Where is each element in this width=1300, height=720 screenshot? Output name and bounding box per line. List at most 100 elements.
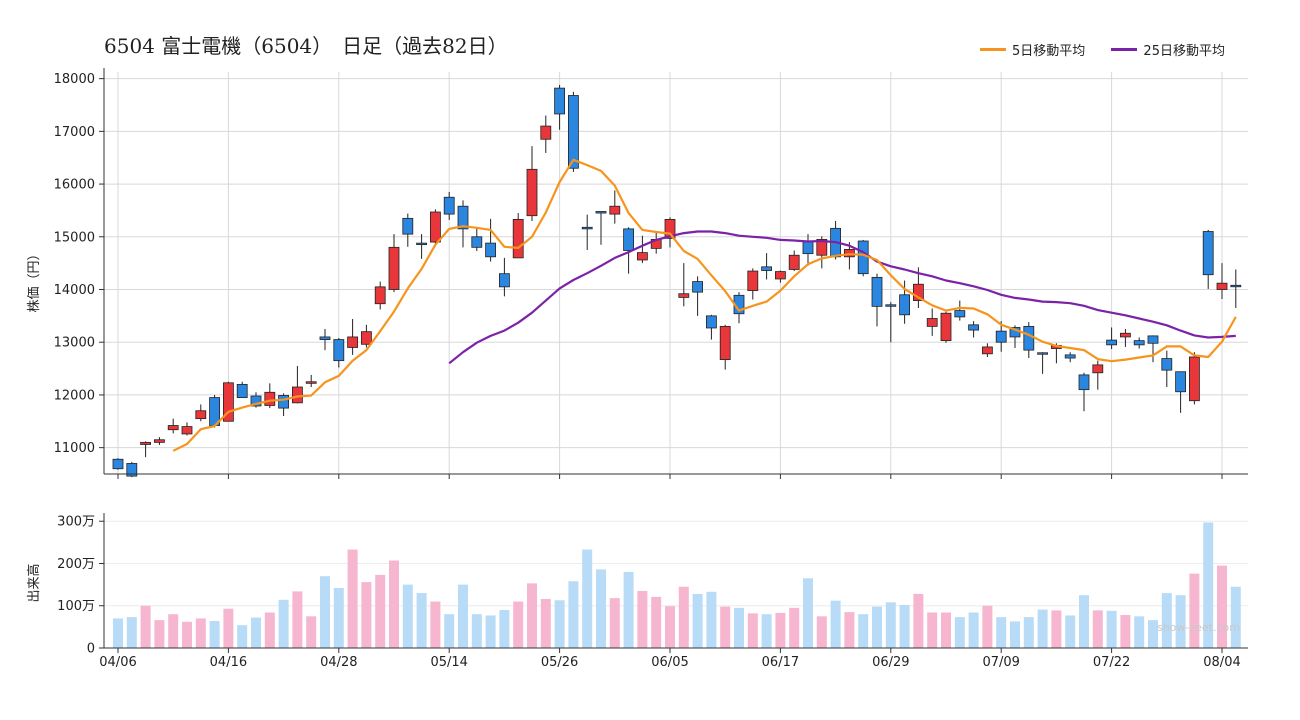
volume-bar xyxy=(126,617,137,648)
volume-bar xyxy=(844,612,855,648)
volume-bar xyxy=(1134,616,1145,648)
candle-body xyxy=(664,218,676,239)
volume-bar xyxy=(554,600,565,648)
candle-body xyxy=(512,218,524,259)
volume-bar xyxy=(1079,595,1089,648)
volume-bar xyxy=(830,600,841,648)
volume-bar xyxy=(402,584,413,648)
volume-bar xyxy=(1065,615,1076,648)
candle-body xyxy=(1106,339,1117,346)
price-tick-label: 17000 xyxy=(54,125,95,140)
candle-body xyxy=(595,211,607,214)
legend-item-ma25: 25日移動平均 xyxy=(1111,40,1225,59)
candle-body xyxy=(788,254,800,270)
candle-body xyxy=(719,325,731,361)
volume-bar xyxy=(1037,609,1048,648)
volume-bar xyxy=(485,615,496,648)
volume-bar xyxy=(1148,620,1158,648)
volume-bar xyxy=(168,614,179,648)
candle-body xyxy=(692,281,703,293)
price-axis-label: 株価（円） xyxy=(27,247,42,312)
candle-body xyxy=(871,276,883,307)
candle-body xyxy=(471,236,483,248)
volume-bar xyxy=(637,590,648,648)
candle-body xyxy=(609,205,621,215)
volume-bar xyxy=(389,560,399,648)
candle-body xyxy=(485,242,497,258)
candle-body xyxy=(278,395,290,409)
volume-bar xyxy=(775,612,786,648)
volume-grid xyxy=(104,520,1248,607)
volume-bar xyxy=(816,616,827,648)
volume-bar xyxy=(195,618,206,648)
volume-bar xyxy=(333,587,344,648)
candle-body xyxy=(913,283,924,301)
volume-bar xyxy=(734,607,744,648)
price-tick-label: 16000 xyxy=(54,178,95,193)
candle-body xyxy=(940,312,952,342)
chart-title: 6504 富士電機（6504） 日足（過去82日） xyxy=(104,34,508,58)
candle-body xyxy=(1147,335,1159,344)
candle-body xyxy=(181,426,193,435)
candle-body xyxy=(167,425,179,431)
price-tick-label: 12000 xyxy=(54,388,95,403)
price-grid xyxy=(104,72,1248,474)
candle-body xyxy=(554,87,565,115)
volume-bar xyxy=(278,599,289,648)
legend: 5日移動平均 25日移動平均 xyxy=(980,40,1247,59)
volume-bar xyxy=(1175,595,1186,648)
volume-bar xyxy=(347,549,358,648)
candle-body xyxy=(1092,364,1104,374)
volume-bar xyxy=(1106,610,1117,648)
candle-body xyxy=(747,270,759,291)
candle-body xyxy=(374,286,386,305)
candle-body xyxy=(416,242,428,246)
legend-label-ma5: 5日移動平均 xyxy=(1012,44,1086,59)
price-tick-label: 13000 xyxy=(54,336,95,351)
volume-bar xyxy=(872,606,882,648)
x-tick-label: 06/17 xyxy=(762,655,799,670)
volume-bar xyxy=(582,549,593,648)
volume-bar xyxy=(982,605,993,648)
volume-bar xyxy=(747,613,758,648)
volume-bar xyxy=(720,606,731,648)
volume-bar xyxy=(430,601,441,648)
price-tick-label: 18000 xyxy=(54,72,95,87)
volume-bar xyxy=(1010,621,1020,648)
candle-body xyxy=(857,240,869,275)
candle-body xyxy=(1037,352,1048,355)
legend-item-ma5: 5日移動平均 xyxy=(980,40,1085,59)
volume-bar xyxy=(458,584,468,648)
volume-bar xyxy=(858,614,869,648)
x-tick-label: 05/26 xyxy=(541,655,578,670)
candle-body xyxy=(222,382,234,422)
volume-bar xyxy=(789,607,800,648)
volume-bar xyxy=(292,591,303,648)
candle-body xyxy=(153,439,165,443)
axes: 11000 12000 13000 14000 15000 16000 17000 18000… xyxy=(54,68,1248,670)
volume-bar xyxy=(320,576,330,648)
volume-bar xyxy=(927,612,938,648)
volume-bars xyxy=(113,522,1241,648)
volume-bar xyxy=(913,593,924,648)
volume-bar xyxy=(513,601,524,648)
candle-body xyxy=(678,293,690,298)
candle-body xyxy=(443,196,455,215)
candle-body xyxy=(954,310,966,318)
candle-body xyxy=(1189,356,1200,402)
volume-bar xyxy=(1051,610,1062,648)
candle-body xyxy=(706,315,717,329)
volume-bar xyxy=(499,609,510,648)
candle-body xyxy=(264,391,276,406)
moving-average-lines xyxy=(172,158,1237,452)
candle-body xyxy=(319,336,331,340)
price-tick-label: 11000 xyxy=(54,441,95,456)
legend-label-ma25: 25日移動平均 xyxy=(1143,44,1225,59)
candle-body xyxy=(761,266,772,271)
volume-tick-label: 300万 xyxy=(57,515,95,530)
volume-bar xyxy=(444,614,455,648)
x-tick-label: 05/14 xyxy=(430,655,467,670)
candle-body xyxy=(333,339,345,362)
price-tick-label: 14000 xyxy=(54,283,95,298)
candle-body xyxy=(498,273,510,288)
